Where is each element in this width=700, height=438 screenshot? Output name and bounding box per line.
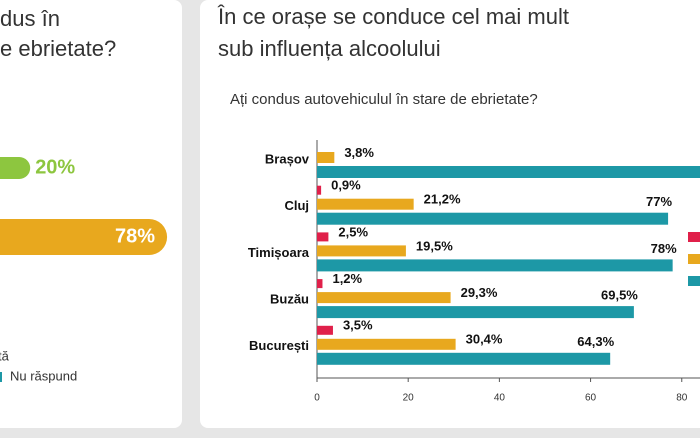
- category-label: București: [249, 338, 309, 353]
- value-label: 78%: [651, 241, 677, 256]
- bar: [317, 279, 323, 289]
- category-label: Cluj: [284, 198, 309, 213]
- legend-swatch: [0, 372, 2, 382]
- legend-swatch: [688, 276, 700, 286]
- category-label: Buzău: [270, 292, 309, 307]
- x-tick-label: 20: [403, 393, 415, 404]
- bar: [317, 212, 669, 225]
- bar: [0, 157, 31, 179]
- chart-subtitle: Ați condus autovehiculul în stare de ebr…: [230, 91, 538, 108]
- value-label: 19,5%: [416, 238, 453, 253]
- bar: [317, 185, 322, 195]
- bar: [0, 219, 168, 255]
- bar: [317, 198, 414, 210]
- bar: [317, 152, 335, 163]
- category-label: Brașov: [265, 151, 310, 166]
- x-tick-label: 60: [585, 393, 597, 404]
- value-label: 29,3%: [461, 285, 498, 300]
- value-label: 64,3%: [577, 334, 614, 349]
- left-panel: [0, 0, 182, 428]
- bar: [317, 306, 634, 319]
- bar: [317, 325, 333, 335]
- left-legend: Nu răspund: [10, 368, 77, 383]
- value-label: 69,5%: [601, 288, 638, 303]
- x-tick-label: 80: [676, 393, 688, 404]
- value-label: 78%: [115, 225, 155, 247]
- chart-title: În ce orașe se conduce cel mai mult: [217, 4, 569, 29]
- value-label: 0,9%: [331, 178, 361, 193]
- value-label: 2,5%: [338, 224, 368, 239]
- bar: [317, 338, 456, 350]
- value-label: 30,4%: [466, 332, 503, 347]
- value-label: 1,2%: [332, 271, 362, 286]
- value-label: 3,8%: [344, 145, 374, 160]
- legend-swatch: [688, 232, 700, 242]
- category-label: Timișoara: [248, 245, 310, 260]
- chart-title: sub influența alcoolului: [218, 36, 441, 61]
- x-tick-label: 0: [314, 393, 320, 404]
- bar: [317, 166, 700, 178]
- bar: [317, 292, 451, 304]
- value-label: 21,2%: [424, 192, 461, 207]
- bar: [317, 232, 329, 242]
- left-title: dus în: [0, 6, 60, 31]
- x-tick-label: 40: [494, 393, 506, 404]
- bar: [317, 259, 673, 272]
- bar: [317, 245, 406, 257]
- value-label: 3,5%: [343, 318, 373, 333]
- left-legend: tă: [0, 348, 10, 363]
- bar: [317, 352, 611, 365]
- value-label: 20%: [35, 156, 75, 178]
- legend-swatch: [688, 254, 700, 264]
- left-title: e ebrietate?: [0, 36, 116, 61]
- value-label: 77%: [646, 194, 672, 209]
